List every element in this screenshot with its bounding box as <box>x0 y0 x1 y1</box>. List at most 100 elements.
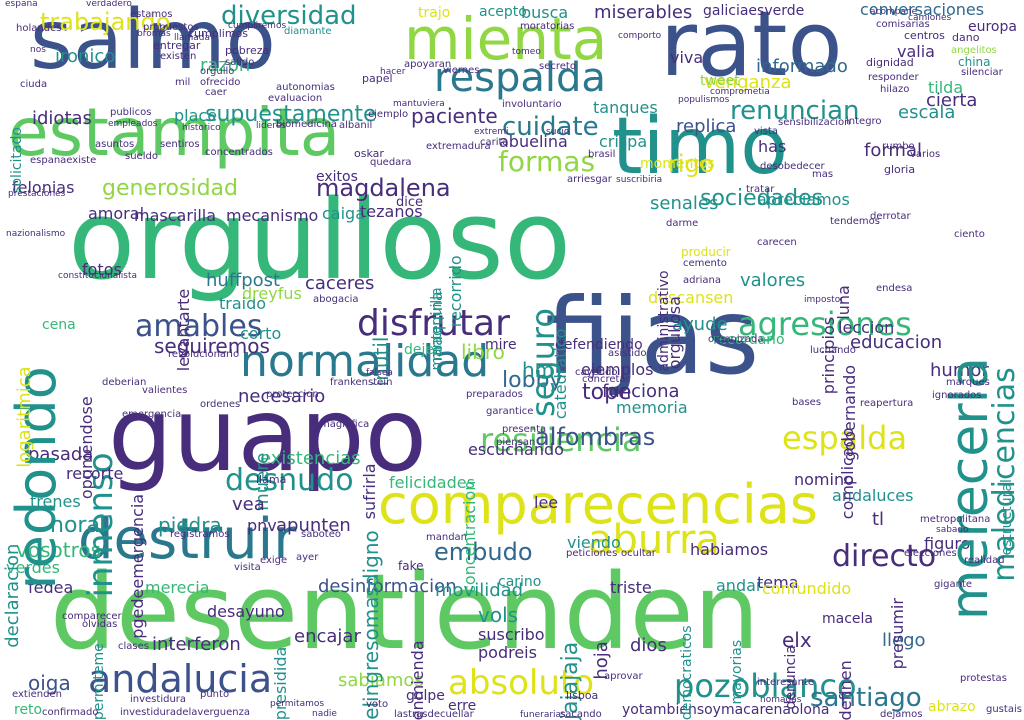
cloud-word-renuncian: renuncian <box>730 96 860 126</box>
cloud-word-felonias: felonias <box>12 178 75 197</box>
cloud-word-orgullo: orgullo <box>200 66 235 77</box>
cloud-word-escuchando: escuchando <box>468 440 564 459</box>
cloud-word-educacion: educacion <box>850 332 943 353</box>
cloud-word-hilazo: hilazo <box>880 84 910 95</box>
cloud-word-galiciaesverde: galiciaesverde <box>703 3 805 19</box>
cloud-word-formal: formal <box>864 140 922 161</box>
cloud-word-deberian: deberian <box>102 377 147 388</box>
cloud-word-estampita: estampita <box>8 94 341 171</box>
cloud-word-mayorias: mayorias <box>729 639 745 705</box>
cloud-word-orgullosa: orgullosa <box>665 296 684 370</box>
cloud-word-tema: tema <box>757 573 799 592</box>
cloud-word-dignidad: dignidad <box>866 56 914 69</box>
cloud-word-abrazo: abrazo <box>928 699 976 715</box>
cloud-word-informado: informado <box>756 56 848 77</box>
cloud-word-figuro: figuro <box>924 534 971 553</box>
cloud-word-desayuno: desayuno <box>207 602 285 621</box>
cloud-word-mienta: mienta <box>404 5 608 73</box>
cloud-word-resiliencia: resiliencia <box>480 421 642 459</box>
cloud-word-fijas: fijas <box>545 276 760 398</box>
cloud-word-abuelina: abuelina <box>499 132 568 151</box>
cloud-word-albanil: albanil <box>339 120 373 131</box>
cloud-word-magnifica: magnifica <box>320 419 370 430</box>
cloud-word-mandan: mandan <box>426 532 468 543</box>
cloud-word-comprometia: comprometia <box>710 87 770 97</box>
cloud-word-trenes: trenes <box>30 492 81 511</box>
cloud-word-rigo: rigo <box>668 150 715 178</box>
cloud-word-comporto: comporto <box>618 31 662 41</box>
cloud-word-proteccion: proteccion <box>266 389 319 400</box>
cloud-word-carita: carita <box>480 137 509 148</box>
cloud-word-secreto: secreto <box>539 61 576 72</box>
cloud-word-declaracion: declaracion <box>2 543 23 648</box>
cloud-word-protestas: protestas <box>960 673 1007 684</box>
cloud-word-recorrido: recorrido <box>446 255 465 328</box>
cloud-word-espalda: espalda <box>782 419 908 457</box>
cloud-word-mas: mas <box>812 169 834 180</box>
cloud-word-venganza: venganza <box>704 72 792 93</box>
cloud-word-yotambiensoymacarenaolona: yotambiensoymacarenaolona <box>622 702 830 718</box>
cloud-word-integro: integro <box>846 116 882 127</box>
cloud-word-olvidas: olvidas <box>82 619 118 630</box>
cloud-word-erre: erre <box>448 698 477 714</box>
cloud-word-tomeo: tomeo <box>512 47 541 57</box>
cloud-word-vols: vols <box>478 603 519 627</box>
cloud-word-espana: espana <box>5 0 38 9</box>
cloud-word-extremi: extremi <box>474 127 509 137</box>
cloud-word-llego: llego <box>882 630 926 651</box>
cloud-word-angelitos: angelitos <box>951 45 997 56</box>
cloud-word-involuntario: involuntario <box>502 99 562 110</box>
cloud-word-vosotros: vosotros <box>16 538 102 562</box>
cloud-word-exitos: exitos <box>316 169 358 185</box>
cloud-word-humor: humor <box>930 360 989 381</box>
cloud-word-garantice: garantice <box>486 406 534 417</box>
cloud-word-ciento: ciento <box>954 229 985 240</box>
cloud-word-publicos: publicos <box>110 107 152 118</box>
cloud-word-triste: triste <box>610 578 652 597</box>
cloud-word-abogacia: abogacia <box>313 294 359 305</box>
cloud-word-apoyaran: apoyaran <box>404 59 452 70</box>
cloud-word-concretar: concretar <box>582 374 630 385</box>
cloud-word-democraticos: democraticos <box>679 625 695 720</box>
cloud-word-catedratico: catedratico <box>551 328 570 420</box>
cloud-word-ironico: ironico <box>55 46 116 67</box>
cloud-word-carecen: carecen <box>757 237 797 248</box>
cloud-word-paciente: paciente <box>411 104 498 128</box>
cloud-word-dano: dano <box>952 31 980 44</box>
cloud-word-seguiremos: seguiremos <box>154 334 270 358</box>
cloud-word-reapertura: reapertura <box>860 398 914 409</box>
cloud-word-cayendo: cayendo <box>575 367 618 378</box>
cloud-word-necesario: necesario <box>238 386 326 407</box>
cloud-word-dice: dice <box>396 195 424 210</box>
cloud-word-momentos: momentos <box>640 156 715 172</box>
cloud-word-caceres: caceres <box>305 273 375 294</box>
cloud-word-saboteo: saboteo <box>301 529 341 540</box>
cloud-word-empleados: empleados <box>108 119 158 129</box>
cloud-word-libro: libro <box>461 340 505 364</box>
cloud-word-centros: centros <box>904 29 945 42</box>
cloud-word-busca: busca <box>521 3 569 22</box>
cloud-word-magdalena: magdalena <box>316 174 451 202</box>
cloud-word-diamante: diamante <box>284 26 332 37</box>
cloud-word-pobreza: pobreza <box>225 44 270 57</box>
cloud-word-lee: lee <box>534 493 559 512</box>
cloud-word-sucio: sucio <box>546 127 570 137</box>
cloud-word-frankenstein: frankenstein <box>330 377 393 388</box>
cloud-word-bromas: bromas <box>137 29 171 39</box>
cloud-word-ayude: ayude <box>672 314 728 335</box>
cloud-word-lisboa: lisboa <box>566 689 599 702</box>
cloud-word-producir: producir <box>681 245 731 259</box>
cloud-word-darme: darme <box>666 218 699 229</box>
cloud-word-caiga: caiga <box>322 204 366 223</box>
cloud-word-ordenes: ordenes <box>200 399 241 410</box>
cloud-word-dejen: dejen <box>404 342 443 358</box>
cloud-word-supuestamente: supuestamente <box>205 102 377 127</box>
cloud-word-tezanos: tezanos <box>360 202 423 221</box>
cloud-word-desentienden: desentienden <box>50 551 760 673</box>
cloud-word-sacando: sacando <box>560 709 602 720</box>
cloud-word-desnudo: desnudo <box>225 463 354 498</box>
cloud-word-caer: caer <box>205 87 227 98</box>
cloud-word-camiones: camiones <box>908 13 952 23</box>
cloud-word-investiduradelaverguenza: investiduradelaverguenza <box>120 707 250 718</box>
